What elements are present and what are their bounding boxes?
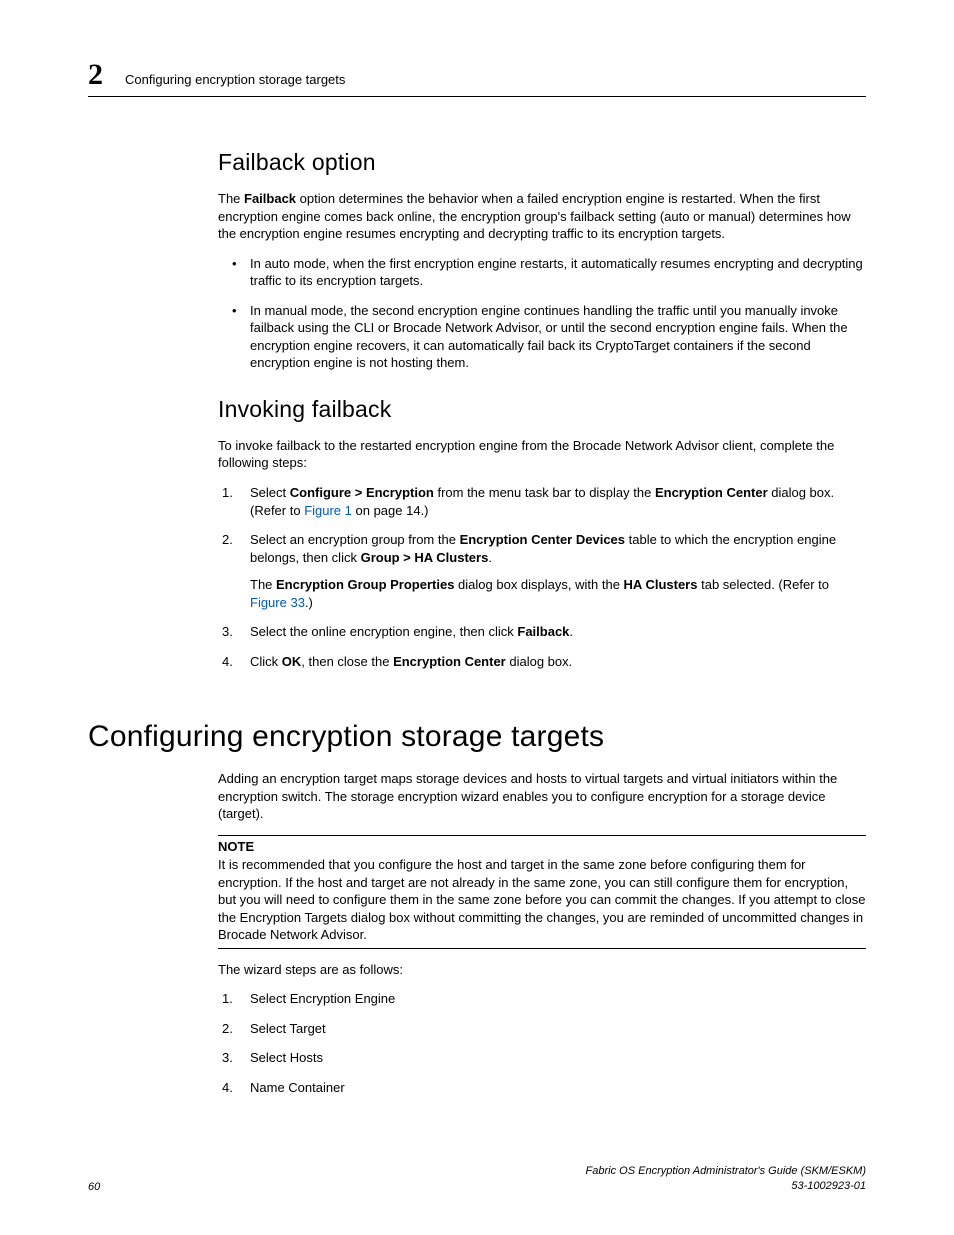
text: The: [218, 191, 244, 206]
chapter-number: 2: [88, 58, 103, 92]
heading-configuring-targets: Configuring encryption storage targets: [88, 720, 866, 754]
bullet-item: In auto mode, when the first encryption …: [218, 255, 866, 290]
page-number: 60: [88, 1181, 100, 1193]
heading-invoking-failback: Invoking failback: [218, 396, 866, 423]
figure-33-link[interactable]: Figure 33: [250, 595, 305, 610]
note-body: It is recommended that you configure the…: [218, 856, 866, 944]
bold-term: Group > HA Clusters: [361, 550, 489, 565]
text: tab selected. (Refer to: [697, 577, 829, 592]
text: on page 14.): [352, 503, 429, 518]
text: Select an encryption group from the: [250, 532, 460, 547]
content-area: Failback option The Failback option dete…: [218, 149, 866, 1097]
paragraph: To invoke failback to the restarted encr…: [218, 437, 866, 472]
text: The: [250, 577, 276, 592]
bold-term: Encryption Group Properties: [276, 577, 454, 592]
text: Select the online encryption engine, the…: [250, 624, 517, 639]
figure-1-link[interactable]: Figure 1: [304, 503, 352, 518]
text: .: [569, 624, 573, 639]
running-header: 2 Configuring encryption storage targets: [88, 58, 866, 97]
text: , then close the: [301, 654, 393, 669]
sub-paragraph: The Encryption Group Properties dialog b…: [250, 576, 866, 611]
page-footer: 60 Fabric OS Encryption Administrator's …: [88, 1164, 866, 1193]
text: Click: [250, 654, 282, 669]
paragraph: Adding an encryption target maps storage…: [218, 770, 866, 823]
step-item: Name Container: [218, 1079, 866, 1097]
bullet-list: In auto mode, when the first encryption …: [218, 255, 866, 372]
footer-doc-info: Fabric OS Encryption Administrator's Gui…: [586, 1164, 866, 1193]
note-block: NOTE It is recommended that you configur…: [218, 835, 866, 949]
text: from the menu task bar to display the: [434, 485, 655, 500]
paragraph: The wizard steps are as follows:: [218, 961, 866, 979]
note-title: NOTE: [218, 839, 866, 854]
bold-term: Configure > Encryption: [290, 485, 434, 500]
step-item: Select an encryption group from the Encr…: [218, 531, 866, 611]
paragraph: The Failback option determines the behav…: [218, 190, 866, 243]
footer-title: Fabric OS Encryption Administrator's Gui…: [586, 1164, 866, 1178]
bold-term: OK: [282, 654, 302, 669]
bold-term: Failback: [517, 624, 569, 639]
bold-term: HA Clusters: [624, 577, 698, 592]
text: .): [305, 595, 313, 610]
bold-term: Failback: [244, 191, 296, 206]
text: .: [488, 550, 492, 565]
bold-term: Encryption Center: [393, 654, 506, 669]
running-head-text: Configuring encryption storage targets: [125, 72, 345, 87]
text: dialog box displays, with the: [454, 577, 623, 592]
step-item: Click OK, then close the Encryption Cent…: [218, 653, 866, 671]
bullet-item: In manual mode, the second encryption en…: [218, 302, 866, 372]
text: Select: [250, 485, 290, 500]
step-item: Select Target: [218, 1020, 866, 1038]
footer-docnum: 53-1002923-01: [586, 1179, 866, 1193]
numbered-steps: Select Configure > Encryption from the m…: [218, 484, 866, 670]
step-item: Select Encryption Engine: [218, 990, 866, 1008]
text: dialog box.: [506, 654, 573, 669]
bold-term: Encryption Center Devices: [460, 532, 625, 547]
bold-term: Encryption Center: [655, 485, 768, 500]
heading-failback-option: Failback option: [218, 149, 866, 176]
step-item: Select Hosts: [218, 1049, 866, 1067]
step-item: Select the online encryption engine, the…: [218, 623, 866, 641]
page: 2 Configuring encryption storage targets…: [0, 0, 954, 1235]
text: option determines the behavior when a fa…: [218, 191, 851, 241]
step-item: Select Configure > Encryption from the m…: [218, 484, 866, 519]
wizard-steps: Select Encryption Engine Select Target S…: [218, 990, 866, 1096]
